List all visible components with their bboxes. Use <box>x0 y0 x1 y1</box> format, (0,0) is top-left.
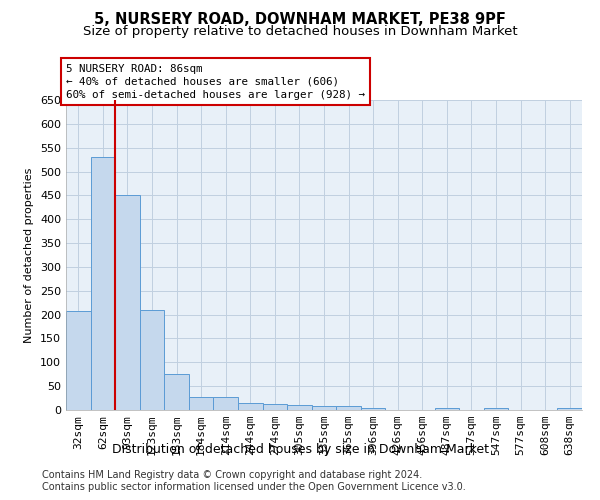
Bar <box>336 406 361 410</box>
Bar <box>189 397 214 410</box>
Text: 5, NURSERY ROAD, DOWNHAM MARKET, PE38 9PF: 5, NURSERY ROAD, DOWNHAM MARKET, PE38 9P… <box>94 12 506 28</box>
Bar <box>115 196 140 410</box>
Bar <box>484 408 508 410</box>
Bar <box>434 408 459 410</box>
Bar <box>361 408 385 410</box>
Text: Contains public sector information licensed under the Open Government Licence v3: Contains public sector information licen… <box>42 482 466 492</box>
Bar <box>140 310 164 410</box>
Text: Distribution of detached houses by size in Downham Market: Distribution of detached houses by size … <box>112 442 488 456</box>
Text: Contains HM Land Registry data © Crown copyright and database right 2024.: Contains HM Land Registry data © Crown c… <box>42 470 422 480</box>
Bar <box>312 406 336 410</box>
Y-axis label: Number of detached properties: Number of detached properties <box>25 168 34 342</box>
Bar <box>287 405 312 410</box>
Bar <box>66 312 91 410</box>
Text: Size of property relative to detached houses in Downham Market: Size of property relative to detached ho… <box>83 25 517 38</box>
Bar <box>164 374 189 410</box>
Bar <box>557 408 582 410</box>
Bar <box>238 403 263 410</box>
Bar <box>214 397 238 410</box>
Bar <box>91 157 115 410</box>
Bar <box>263 404 287 410</box>
Text: 5 NURSERY ROAD: 86sqm
← 40% of detached houses are smaller (606)
60% of semi-det: 5 NURSERY ROAD: 86sqm ← 40% of detached … <box>66 64 365 100</box>
